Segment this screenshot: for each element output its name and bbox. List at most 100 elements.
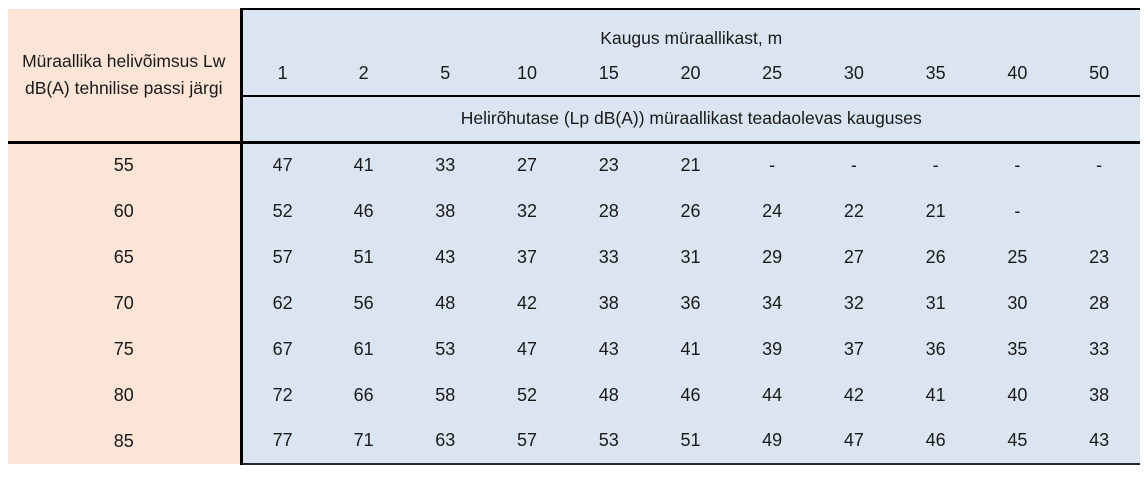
- value-cell: 23: [1058, 234, 1140, 280]
- value-cell: 28: [567, 188, 650, 234]
- value-cell: 36: [649, 280, 732, 326]
- value-cell: 24: [731, 188, 814, 234]
- value-cell: 39: [731, 326, 814, 372]
- row-label: 80: [8, 372, 243, 418]
- value-cell: 25: [976, 234, 1059, 280]
- table-row: 60 52 46 38 32 28 26 24 22 21-: [8, 188, 1140, 234]
- value-cell: 43: [567, 326, 650, 372]
- distance-col-10: 10: [486, 51, 568, 97]
- value-cell: 53: [567, 418, 650, 465]
- value-cell: 42: [486, 280, 568, 326]
- value-cell: 61: [322, 326, 405, 372]
- value-cell: 35: [976, 326, 1059, 372]
- value-cell: 38: [1058, 372, 1140, 418]
- value-cell: 46: [322, 188, 405, 234]
- value-cell: 32: [813, 280, 895, 326]
- row-label: 70: [8, 280, 243, 326]
- value-cell: 56: [322, 280, 405, 326]
- value-cell: 58: [404, 372, 487, 418]
- value-cell: 31: [894, 280, 977, 326]
- value-cell: 71: [322, 418, 405, 465]
- row-label: 65: [8, 234, 243, 280]
- value-cell: [1058, 188, 1140, 234]
- value-cell: 51: [322, 234, 405, 280]
- value-cell: 27: [486, 142, 568, 188]
- value-cell: 41: [322, 142, 405, 188]
- value-cell: -: [976, 188, 1059, 234]
- value-cell: 72: [241, 372, 323, 418]
- value-cell: 27: [813, 234, 895, 280]
- value-cell: 33: [404, 142, 487, 188]
- value-cell: 37: [813, 326, 895, 372]
- value-cell: 22: [813, 188, 895, 234]
- value-cell: 41: [894, 372, 977, 418]
- value-cell: 41: [649, 326, 732, 372]
- value-cell: 21: [894, 188, 977, 234]
- row-label: 75: [8, 326, 243, 372]
- value-cell: 26: [894, 234, 977, 280]
- value-cell: 45: [976, 418, 1059, 465]
- value-cell: 48: [567, 372, 650, 418]
- table-row: 80 72 66 58 52 48 46 44 42 41 40 38: [8, 372, 1140, 418]
- value-cell: 46: [649, 372, 732, 418]
- table-row: 85 77 71 63 57 53 51 49 47 46 45 43: [8, 418, 1140, 465]
- distance-col-15: 15: [567, 51, 650, 97]
- value-cell: 43: [404, 234, 487, 280]
- value-cell: -: [894, 142, 977, 188]
- value-cell: 38: [567, 280, 650, 326]
- value-cell: 28: [1058, 280, 1140, 326]
- distance-col-35: 35: [894, 51, 977, 97]
- value-cell: -: [813, 142, 895, 188]
- value-cell: 44: [731, 372, 814, 418]
- value-cell: 47: [813, 418, 895, 465]
- value-cell: 30: [976, 280, 1059, 326]
- table-row: 55 47 41 33 27 23 21- - - - -: [8, 142, 1140, 188]
- value-cell: 47: [486, 326, 568, 372]
- value-cell: 53: [404, 326, 487, 372]
- table-body: 55 47 41 33 27 23 21- - - - -60 52 46 38 32 28 26 24 22 21-…: [8, 142, 1140, 465]
- distance-col-30: 30: [813, 51, 895, 97]
- table-row: 75 67 61 53 47 43 41 39 37 36 35 33: [8, 326, 1140, 372]
- distance-col-25: 25: [731, 51, 814, 97]
- value-cell: 42: [813, 372, 895, 418]
- noise-level-table: Müraallika helivõimsus Lw dB(A) tehnilis…: [8, 8, 1140, 465]
- value-cell: 52: [241, 188, 323, 234]
- row-label: 85: [8, 418, 243, 464]
- value-cell: 48: [404, 280, 487, 326]
- table-row: 70 62 56 48 42 38 36 34 32 31 30 28: [8, 280, 1140, 326]
- value-cell: 36: [894, 326, 977, 372]
- value-cell: 37: [486, 234, 568, 280]
- value-cell: 26: [649, 188, 732, 234]
- value-cell: 67: [241, 326, 323, 372]
- value-cell: 29: [731, 234, 814, 280]
- distance-col-50: 50: [1058, 51, 1140, 97]
- value-cell: 47: [241, 142, 323, 188]
- value-cell: -: [731, 142, 814, 188]
- value-cell: 38: [404, 188, 487, 234]
- value-cell: 33: [1058, 326, 1140, 372]
- distance-col-1: 1: [241, 51, 323, 97]
- value-cell: 63: [404, 418, 487, 465]
- distance-title-row: Müraallika helivõimsus Lw dB(A) tehnilis…: [8, 8, 1140, 144]
- value-cell: 66: [322, 372, 405, 418]
- value-cell: -: [976, 142, 1059, 188]
- row-label: 55: [8, 142, 243, 188]
- table-row: 65 57 51 43 37 33 31 29 27 26 25 23: [8, 234, 1140, 280]
- subheader-row: Helirõhutase (Lp dB(A)) müraallikast tea…: [8, 96, 1140, 144]
- distance-col-2: 2: [322, 51, 405, 97]
- value-cell: 21: [649, 142, 732, 188]
- value-cell: 40: [976, 372, 1059, 418]
- value-cell: 57: [241, 234, 323, 280]
- distance-header: Kaugus müraallikast, m: [241, 8, 1140, 51]
- value-cell: 32: [486, 188, 568, 234]
- value-cell: 62: [241, 280, 323, 326]
- value-cell: 23: [567, 142, 650, 188]
- value-cell: 31: [649, 234, 732, 280]
- pressure-subheader: Helirõhutase (Lp dB(A)) müraallikast tea…: [241, 96, 1140, 144]
- value-cell: 43: [1058, 418, 1140, 465]
- value-cell: 49: [731, 418, 814, 465]
- corner-header: Müraallika helivõimsus Lw dB(A) tehnilis…: [8, 9, 243, 144]
- value-cell: 77: [241, 418, 323, 465]
- value-cell: 34: [731, 280, 814, 326]
